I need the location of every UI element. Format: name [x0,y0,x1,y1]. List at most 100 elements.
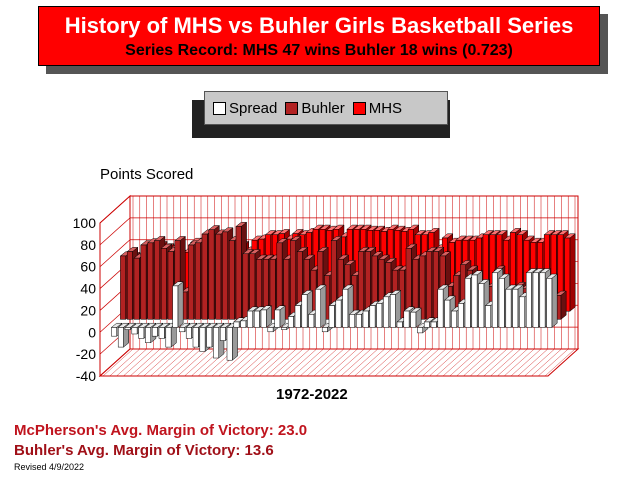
bar-spread [315,288,321,328]
bar-spread [111,327,117,337]
bar-spread-side [551,273,558,328]
bar-spread [491,272,498,328]
grid-line-floor [449,348,480,377]
bar-spread [199,327,206,352]
grid-line-floor [232,348,263,377]
bar-spread [505,288,512,328]
grid-line-floor [483,348,514,377]
bar-spread [138,327,145,339]
x-axis-title: 1972-2022 [276,386,348,403]
legend-label-buhler: Buhler [301,99,345,117]
y-tick-label: 40 [80,281,96,297]
bar-spread [206,327,213,348]
bar-spread [417,327,423,334]
bar-spread [219,327,226,341]
grid-line-floor [388,348,419,377]
bar-spread [437,288,444,328]
grid-line-side [99,217,131,246]
grid-line-floor [538,348,569,377]
bar-spread [539,272,546,328]
bar-buhler [201,233,208,320]
grid-line-floor [442,348,474,377]
grid-line-floor [517,348,548,377]
bar-spread [532,272,539,328]
bar-spread [546,277,553,328]
bar-spread [287,316,294,328]
grid-line-floor [381,348,412,377]
bar-spread [430,321,437,328]
bar-spread [403,310,410,328]
grid-line-floor [170,348,202,377]
grid-line-floor [225,348,256,377]
grid-line-floor [402,348,433,377]
y-tick-label: 60 [80,259,96,275]
grid-line-floor [293,348,324,377]
grid-line-floor [456,348,487,377]
bar-buhler [269,258,276,320]
bar-buhler [154,240,160,320]
bar-spread [165,327,172,348]
bar-buhler [419,255,426,320]
bar-buhler [140,244,147,320]
bar-buhler [160,248,167,320]
bar-buhler [222,231,228,320]
grid-line-floor [354,348,385,377]
bar-spread [471,274,478,328]
grid-line-floor [327,348,358,377]
grid-line-floor [320,348,351,377]
bar-spread [124,327,131,330]
grid-line-floor [490,348,521,377]
grid-line-floor [510,348,542,377]
y-axis-title: Points Scored [100,166,194,183]
bar-spread-side [320,284,327,328]
bar-buhler [194,242,201,320]
bar-spread [519,296,525,328]
bar-buhler [228,240,235,320]
bar-spread [301,294,308,328]
bar-spread [213,327,219,359]
title-banner: History of MHS vs Buhler Girls Basketbal… [38,6,600,66]
grid-line-floor [245,348,276,377]
bar-buhler [235,226,242,320]
bar-spread [247,310,253,328]
bar-spread [383,296,389,328]
grid-line-floor [415,348,446,377]
grid-line-floor [259,348,290,377]
grid-line-floor [306,348,338,377]
bar-spread [355,314,362,328]
bar-spread [253,310,260,328]
legend-item-buhler: Buhler [285,99,345,117]
bar-buhler [133,257,140,320]
series-record: Series Record: MHS 47 wins Buhler 18 win… [125,42,513,59]
bar-spread [192,327,199,348]
grid-line-floor [300,348,331,377]
grid-line-floor [123,348,154,377]
bar-spread [185,327,192,339]
bar-spread [342,288,349,328]
grid-line-floor [279,348,310,377]
bar-buhler [120,255,126,320]
bar-spread [498,277,505,328]
legend-item-spread: Spread [213,100,277,117]
bar-buhler [242,253,249,320]
grid-line-floor [109,348,140,377]
grid-line-floor [286,348,317,377]
y-tick-label: -40 [76,368,96,384]
y-tick-label: -20 [76,346,96,362]
y-tick-label: 20 [80,302,96,318]
bar-spread [321,327,328,333]
grid-line-floor [361,348,392,377]
grid-line-floor [524,348,555,377]
legend-swatch-mhs [352,101,366,115]
legend-label-mhs: MHS [368,99,403,117]
bar-spread [335,299,342,328]
bar-buhler [126,251,133,320]
bar-spread-side [232,322,238,361]
revised-date: Revised 4/9/2022 [14,462,85,472]
grid-line-floor [238,348,270,377]
bar-buhler [426,251,432,320]
grid-line-floor [150,348,181,377]
grid-line-floor [177,348,208,377]
grid-line-floor [164,348,195,377]
bar-spread [274,309,281,328]
